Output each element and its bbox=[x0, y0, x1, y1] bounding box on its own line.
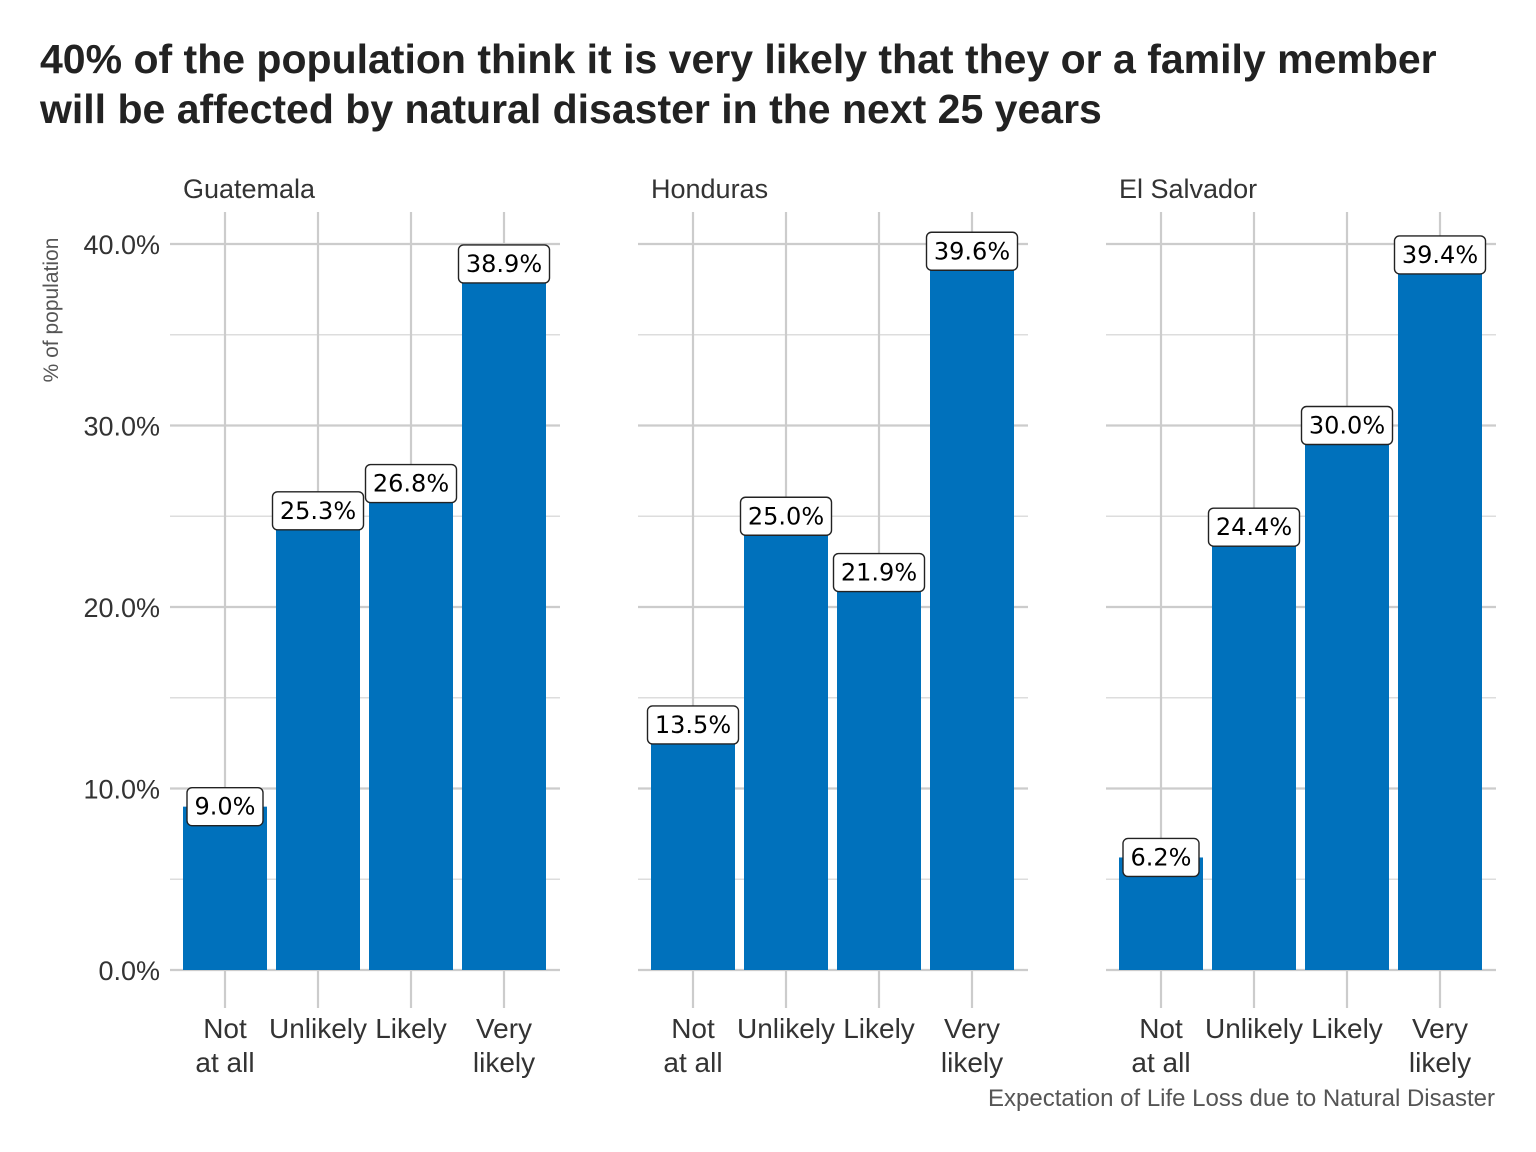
data-label: 25.3% bbox=[271, 491, 365, 531]
x-tick-label: Not at all bbox=[1131, 1013, 1190, 1078]
x-tick-label: Not at all bbox=[663, 1013, 722, 1078]
data-label-text: 26.8% bbox=[373, 470, 449, 498]
data-label: 25.0% bbox=[739, 496, 833, 536]
x-tick-label: Likely bbox=[375, 1013, 447, 1044]
chart-title: 40% of the population think it is very l… bbox=[40, 36, 1437, 132]
data-label: 13.5% bbox=[646, 705, 740, 745]
data-label-text: 38.9% bbox=[466, 250, 542, 278]
x-tick-label: Not at all bbox=[195, 1013, 254, 1078]
data-labels-layer: 9.0% 25.3% 26.8% 38.9% 13.5% 25.0% 21.9% 39.6% 6… bbox=[186, 231, 1487, 878]
data-label-box bbox=[1122, 837, 1200, 878]
data-label: 26.8% bbox=[364, 463, 458, 504]
data-label-text: 39.6% bbox=[934, 237, 1010, 265]
x-axis-title: Expectation of Life Loss due to Natural … bbox=[988, 1085, 1495, 1112]
y-tick-label: 40.0% bbox=[83, 230, 160, 260]
panel-title: Honduras bbox=[651, 174, 768, 204]
data-label: 30.0% bbox=[1300, 405, 1394, 446]
data-label-box bbox=[925, 231, 1019, 271]
x-tick-label: Unlikely bbox=[1205, 1013, 1303, 1044]
data-label-box bbox=[1300, 405, 1394, 446]
data-label-box bbox=[1207, 507, 1301, 547]
x-tick-label: Very likely bbox=[1409, 1013, 1471, 1078]
grid-layer bbox=[170, 212, 1496, 1008]
y-tick-label: 0.0% bbox=[98, 956, 160, 986]
bar bbox=[837, 572, 921, 970]
x-tick-label: Very likely bbox=[941, 1013, 1003, 1078]
bar bbox=[369, 483, 453, 970]
bar bbox=[930, 251, 1014, 970]
data-label-text: 6.2% bbox=[1131, 843, 1192, 871]
y-tick-label: 20.0% bbox=[83, 593, 160, 623]
bar bbox=[1212, 527, 1296, 970]
data-label-text: 25.0% bbox=[748, 502, 824, 530]
data-label-box bbox=[832, 552, 926, 593]
data-label-text: 25.3% bbox=[280, 497, 356, 525]
data-label-text: 39.4% bbox=[1402, 241, 1478, 269]
data-label-box bbox=[739, 496, 833, 536]
data-label-text: 9.0% bbox=[195, 793, 256, 821]
data-label-box bbox=[271, 491, 365, 531]
y-tick-label: 10.0% bbox=[83, 775, 160, 805]
x-tick-label: Likely bbox=[1311, 1013, 1383, 1044]
bar bbox=[462, 263, 546, 971]
data-label: 39.4% bbox=[1393, 235, 1487, 275]
x-tick-label: Unlikely bbox=[269, 1013, 367, 1044]
data-label-box bbox=[457, 244, 551, 284]
bar bbox=[1305, 425, 1389, 970]
panel-title: El Salvador bbox=[1119, 174, 1257, 204]
data-label-text: 24.4% bbox=[1216, 513, 1292, 541]
panel-title: Guatemala bbox=[183, 174, 316, 204]
data-label-box bbox=[646, 705, 740, 745]
x-tick-label: Likely bbox=[843, 1013, 915, 1044]
data-label-box bbox=[186, 786, 264, 827]
bar bbox=[276, 510, 360, 970]
data-label-text: 21.9% bbox=[841, 559, 917, 587]
data-label: 21.9% bbox=[832, 552, 926, 593]
data-label-text: 30.0% bbox=[1309, 412, 1385, 440]
data-label: 24.4% bbox=[1207, 507, 1301, 547]
data-label: 9.0% bbox=[186, 786, 264, 827]
bar bbox=[651, 724, 735, 970]
x-tick-label: Very likely bbox=[473, 1013, 535, 1078]
bars-layer bbox=[183, 251, 1482, 971]
bar bbox=[744, 516, 828, 970]
data-label: 6.2% bbox=[1122, 837, 1200, 878]
y-tick-label: 30.0% bbox=[83, 412, 160, 442]
data-label-box bbox=[364, 463, 458, 504]
data-label-box bbox=[1393, 235, 1487, 275]
data-label: 39.6% bbox=[925, 231, 1019, 271]
y-axis-title: % of population bbox=[40, 238, 63, 383]
bar bbox=[183, 806, 267, 970]
x-tick-label: Unlikely bbox=[737, 1013, 835, 1044]
axes-layer: Guatemala Not at all Unlikely Likely Very like… bbox=[83, 174, 1471, 1078]
data-label-text: 13.5% bbox=[655, 711, 731, 739]
bar bbox=[1398, 254, 1482, 970]
data-label: 38.9% bbox=[457, 244, 551, 284]
